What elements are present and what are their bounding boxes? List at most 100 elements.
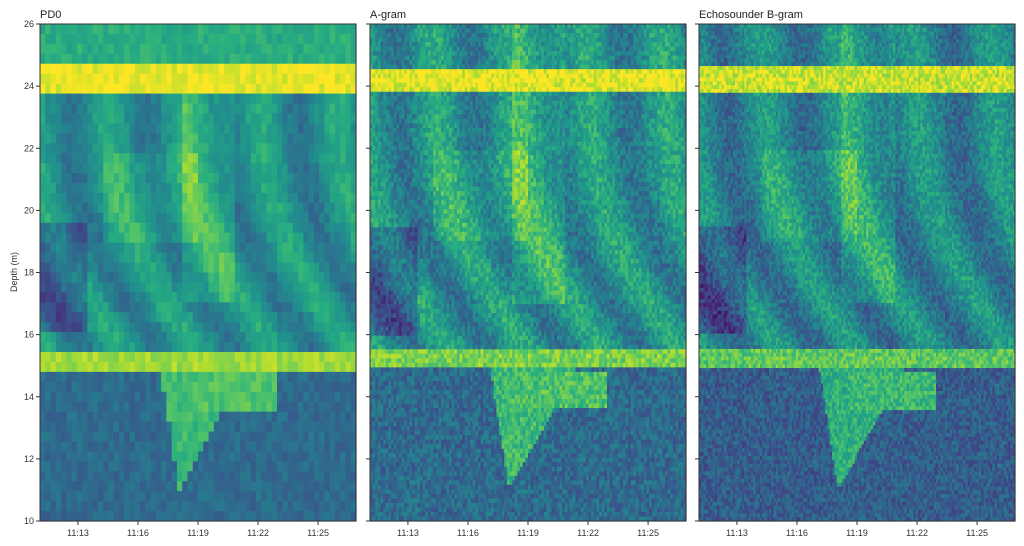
heatmap-cell: [182, 193, 188, 204]
heatmap-cell: [166, 113, 172, 124]
heatmap-cell: [219, 163, 225, 174]
heatmap-cell: [298, 203, 304, 214]
heatmap-cell: [298, 34, 304, 45]
heatmap-cell: [203, 133, 209, 144]
heatmap-cell: [251, 332, 257, 343]
heatmap-cell: [288, 491, 294, 502]
heatmap-cell: [156, 44, 162, 55]
heatmap-cell: [72, 392, 78, 403]
heatmap-cell: [319, 352, 325, 363]
heatmap-cell: [51, 173, 57, 184]
heatmap-cell: [245, 302, 251, 313]
heatmap-cell: [45, 104, 51, 115]
heatmap-cell: [245, 402, 251, 413]
heatmap-cell: [119, 223, 125, 234]
heatmap-cell: [187, 422, 193, 433]
heatmap-cell: [293, 342, 299, 353]
heatmap-cell: [293, 432, 299, 443]
heatmap-cell: [98, 461, 104, 472]
heatmap-cell: [345, 382, 351, 393]
heatmap-cell: [288, 64, 294, 75]
heatmap-cell: [277, 322, 283, 333]
heatmap-cell: [40, 432, 46, 443]
heatmap-cell: [172, 481, 178, 492]
heatmap-cell: [214, 54, 220, 65]
heatmap-cell: [219, 183, 225, 194]
heatmap-cell: [135, 302, 141, 313]
heatmap-cell: [177, 332, 183, 343]
heatmap-cell: [40, 223, 46, 234]
heatmap-cell: [193, 501, 199, 512]
heatmap-cell: [56, 402, 62, 413]
heatmap-cell: [319, 233, 325, 244]
heatmap-cell: [135, 74, 141, 85]
heatmap-cell: [293, 471, 299, 482]
heatmap-cell: [40, 54, 46, 65]
heatmap-cell: [324, 282, 330, 293]
heatmap-cell: [314, 193, 320, 204]
heatmap-cell: [156, 422, 162, 433]
heatmap-cell: [324, 113, 330, 124]
heatmap-cell: [98, 24, 104, 35]
heatmap-cell: [98, 412, 104, 423]
heatmap-cell: [277, 113, 283, 124]
heatmap-cell: [235, 273, 241, 284]
heatmap-cell: [82, 372, 88, 383]
heatmap-cell: [172, 243, 178, 254]
heatmap-cell: [87, 183, 93, 194]
heatmap-cell: [51, 113, 57, 124]
heatmap-cell: [156, 193, 162, 204]
heatmap-cell: [277, 392, 283, 403]
heatmap-cell: [182, 362, 188, 373]
heatmap-cell: [314, 392, 320, 403]
heatmap-cell: [288, 253, 294, 264]
heatmap-cell: [324, 243, 330, 254]
heatmap-cell: [182, 54, 188, 65]
heatmap-cell: [161, 471, 167, 482]
heatmap-cell: [293, 352, 299, 363]
heatmap-cell: [108, 501, 114, 512]
heatmap-cell: [293, 511, 299, 522]
heatmap-cell: [240, 491, 246, 502]
heatmap-cell: [303, 243, 309, 254]
heatmap-cell: [277, 342, 283, 353]
heatmap-cell: [103, 253, 109, 264]
heatmap-cell: [151, 481, 157, 492]
heatmap-cell: [98, 143, 104, 154]
heatmap-cell: [135, 422, 141, 433]
heatmap-cell: [114, 223, 120, 234]
heatmap-cell: [108, 282, 114, 293]
heatmap-cell: [272, 342, 278, 353]
heatmap-cell: [82, 402, 88, 413]
heatmap-cell: [282, 412, 288, 423]
heatmap-cell: [135, 511, 141, 522]
heatmap-cell: [198, 432, 204, 443]
heatmap-cell: [314, 471, 320, 482]
heatmap-cell: [61, 123, 67, 134]
heatmap-cell: [219, 501, 225, 512]
heatmap-cell: [230, 511, 236, 522]
heatmap-cell: [345, 153, 351, 164]
heatmap-cell: [245, 322, 251, 333]
heatmap-cell: [298, 501, 304, 512]
heatmap-cell: [240, 362, 246, 373]
heatmap-cell: [272, 372, 278, 383]
heatmap-cell: [235, 471, 241, 482]
heatmap-cell: [245, 163, 251, 174]
heatmap-cell: [156, 153, 162, 164]
heatmap-cell: [230, 44, 236, 55]
heatmap-cell: [166, 511, 172, 522]
heatmap-cell: [98, 481, 104, 492]
heatmap-cell: [293, 273, 299, 284]
heatmap-cell: [72, 104, 78, 115]
heatmap-cell: [182, 74, 188, 85]
heatmap-cell: [156, 213, 162, 224]
heatmap-cell: [82, 173, 88, 184]
panel-a-gram: A-gram 11:13 11:16 11:19 11:22 11:25: [370, 9, 687, 538]
heatmap-cell: [272, 54, 278, 65]
heatmap-cell: [240, 193, 246, 204]
heatmap-cell: [256, 113, 262, 124]
heatmap-cell: [314, 54, 320, 65]
heatmap-cell: [182, 412, 188, 423]
heatmap-cell: [209, 441, 215, 452]
